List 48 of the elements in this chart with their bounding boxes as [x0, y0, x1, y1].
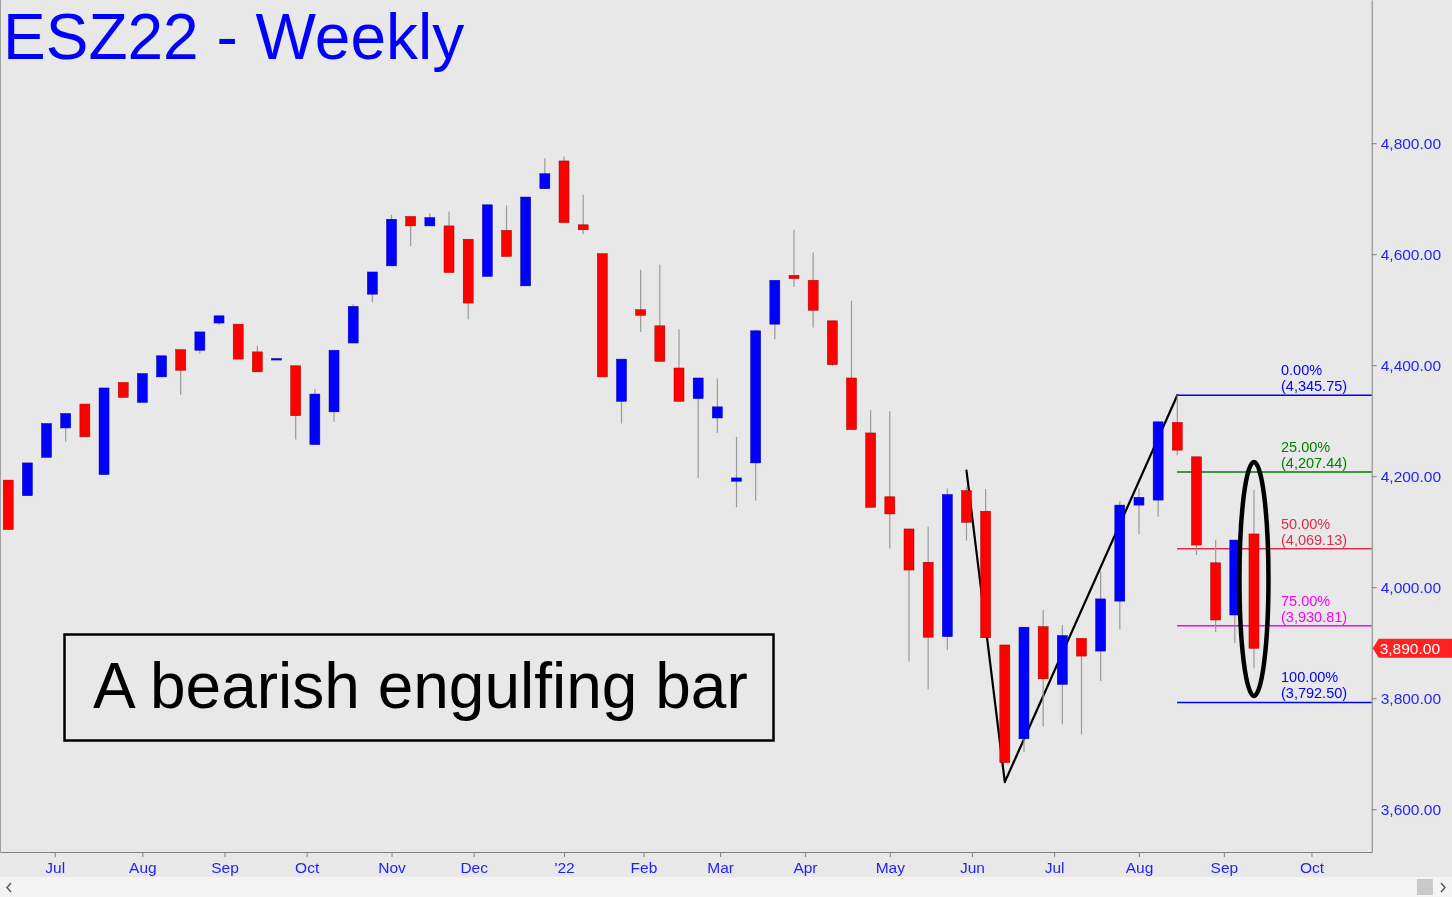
- x-tick-label: Dec: [460, 859, 489, 877]
- candlestick: [194, 331, 206, 355]
- candlestick: [788, 229, 800, 288]
- x-tick-label: Nov: [378, 859, 407, 877]
- candlestick: [731, 436, 742, 508]
- candlestick: [367, 271, 378, 304]
- y-tick-label: 4,800.00: [1380, 134, 1442, 152]
- candlestick: [156, 355, 167, 378]
- x-tick-label: '22: [554, 859, 575, 877]
- ref-line-label: 75.00% (3,930.81): [1281, 592, 1348, 625]
- x-tick-label: Aug: [129, 859, 157, 877]
- candlestick: [175, 349, 186, 396]
- text: 3,890.00: [1379, 639, 1441, 657]
- y-tick-label: 4,000.00: [1380, 578, 1442, 596]
- candlestick: [1133, 487, 1145, 535]
- ref-line-label: 50.00% (4,069.13): [1281, 515, 1348, 548]
- ref-line-label: 0.00% (4,345.75): [1281, 362, 1348, 395]
- x-tick-label: Sep: [211, 859, 239, 877]
- x-tick-label: Jun: [959, 859, 985, 877]
- x-tick-label: Sep: [1210, 859, 1239, 877]
- x-tick-label: Oct: [1299, 859, 1325, 877]
- candlestick: [539, 157, 551, 190]
- annotation: A bearish engulfing bar: [93, 650, 748, 722]
- ref-line-label: 25.00% (4,207.44): [1281, 439, 1348, 472]
- candlestick: [692, 377, 704, 479]
- candlestick: [635, 269, 646, 333]
- y-tick-label: 3,600.00: [1380, 800, 1442, 818]
- candlestick: [712, 377, 723, 434]
- chart-title: ESZ22 - Weekly: [3, 1, 465, 73]
- candlestick: [884, 410, 896, 549]
- candlestick: [252, 345, 263, 373]
- x-tick-label: May: [875, 859, 906, 877]
- x-tick-label: Apr: [793, 859, 818, 877]
- y-tick-label: 4,600.00: [1380, 245, 1442, 263]
- x-tick-label: Jul: [1044, 859, 1065, 877]
- y-tick-label: 4,200.00: [1380, 467, 1442, 485]
- x-tick-label: Mar: [707, 859, 734, 877]
- candlestick: [577, 194, 589, 235]
- candlestick: [1076, 637, 1087, 735]
- x-tick-label: Oct: [295, 859, 320, 877]
- x-tick-label: Aug: [1125, 859, 1154, 877]
- x-tick-label: Jul: [45, 859, 66, 877]
- y-tick-label: 4,400.00: [1380, 356, 1442, 374]
- ref-line-label: 100.00% (3,792.50): [1281, 669, 1348, 702]
- candlestick: [405, 215, 416, 247]
- x-tick-label: Feb: [630, 859, 658, 877]
- candlestick: [60, 412, 71, 443]
- y-tick-label: 3,800.00: [1380, 689, 1442, 707]
